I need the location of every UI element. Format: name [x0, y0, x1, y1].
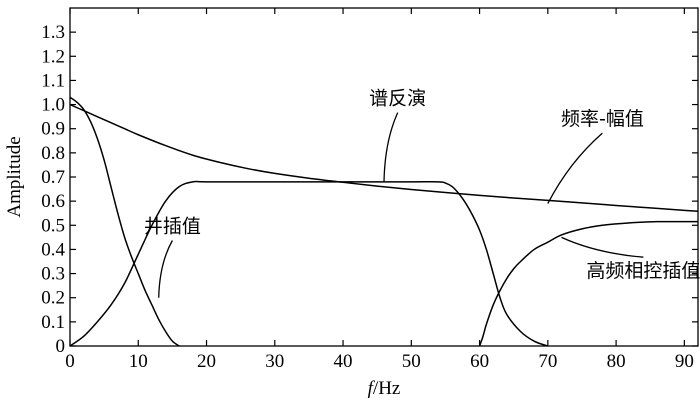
y-tick-label: 1.1: [41, 70, 65, 91]
series-line-2: [69, 96, 180, 347]
y-tick-label: 0.2: [41, 288, 65, 309]
x-tick-label: 30: [265, 351, 284, 372]
y-tick-label: 0.6: [41, 191, 65, 212]
labels-layer: 0 10 20 30 40 50 60 70 80 9000.10.20.30.40.50.60.…: [41, 22, 700, 372]
y-tick-label: 1.2: [41, 46, 65, 67]
y-tick-label: 1.0: [41, 95, 65, 116]
series-line-0: [69, 103, 699, 213]
x-tick-label: 0: [65, 351, 75, 372]
x-tick-label: 70: [538, 351, 557, 372]
x-tick-label: 80: [607, 351, 626, 372]
y-axis-title: Amplitude: [4, 136, 25, 217]
y-tick-label: 1.3: [41, 22, 65, 43]
x-axis-title: f/Hz: [368, 378, 401, 399]
annotation-label-2: 井插值: [144, 216, 201, 238]
annotation-label-3: 高频相控插值: [586, 260, 700, 282]
annotation-leader-3: [561, 236, 644, 258]
y-tick-label: 0.7: [41, 167, 65, 188]
y-tick-label: 0.3: [41, 264, 65, 285]
y-tick-label: 0.8: [41, 143, 65, 164]
ticks-layer: [69, 8, 698, 347]
x-tick-label: 20: [197, 351, 216, 372]
series-line-3: [478, 220, 698, 347]
annotation-label-1: 频率-幅值: [561, 108, 644, 130]
y-tick-label: 0.1: [41, 312, 65, 333]
x-tick-label: 60: [470, 351, 489, 372]
curves-layer: [69, 96, 699, 347]
series-line-1: [69, 180, 549, 347]
x-axis-title-unit: /Hz: [373, 378, 400, 399]
y-tick-label: 0.9: [41, 119, 65, 140]
x-tick-label: 10: [129, 351, 148, 372]
x-tick-label: 40: [334, 351, 353, 372]
annotation-leader-1: [547, 132, 603, 204]
annotation-leader-2: [158, 240, 173, 298]
annotation-leader-0: [383, 112, 399, 182]
annotation-label-0: 谱反演: [369, 88, 426, 110]
x-tick-label: 90: [675, 351, 694, 372]
y-tick-label: 0: [56, 336, 66, 357]
x-tick-label: 50: [402, 351, 421, 372]
y-tick-label: 0.4: [41, 239, 65, 260]
x-axis-title-italic: f: [368, 378, 376, 399]
y-tick-label: 0.5: [41, 215, 65, 236]
leaders-layer: [158, 112, 644, 298]
